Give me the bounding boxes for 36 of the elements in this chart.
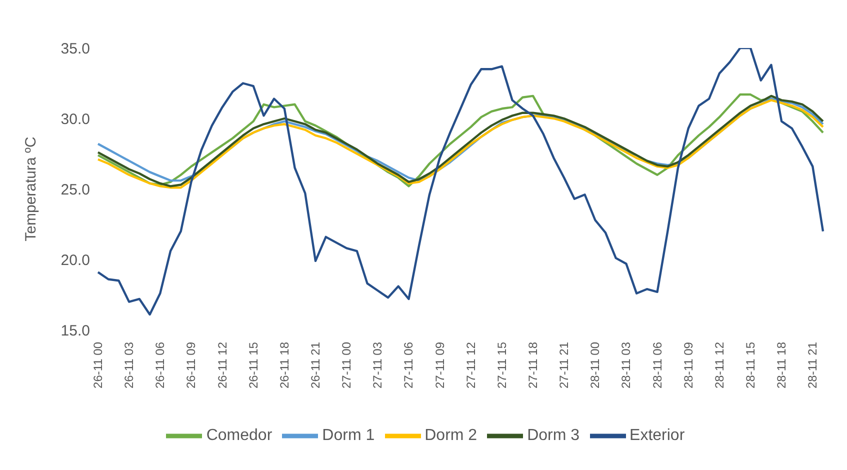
x-tick-label: 27-11 15 [494, 342, 509, 388]
x-tick-label: 28-11 06 [650, 342, 664, 388]
x-tick-label: 27-11 06 [402, 342, 416, 388]
x-tick-label: 26-11 21 [308, 342, 322, 388]
legend-label: Dorm 2 [424, 427, 478, 444]
legend-label: Dorm 3 [527, 427, 580, 444]
x-tick-label: 28-11 09 [681, 342, 696, 388]
x-tick-label: 27-11 21 [557, 342, 572, 388]
x-tick-label: 28-11 03 [619, 342, 634, 388]
x-tick-label: 26-11 15 [246, 342, 260, 388]
x-tick-label: 28-11 15 [744, 342, 758, 388]
x-tick-label: 26-11 09 [184, 342, 198, 388]
y-tick-label: 30.0 [60, 110, 90, 128]
legend-label: Comedor [206, 427, 272, 444]
x-tick-label: 28-11 21 [806, 342, 820, 388]
legend-label: Dorm 1 [322, 427, 375, 444]
x-tick-label: 28-11 00 [588, 342, 602, 388]
y-axis-title: Temperatura ºC [22, 136, 40, 242]
y-tick-label: 35.0 [60, 40, 90, 58]
x-tick-label: 26-11 03 [122, 342, 136, 388]
legend-label: Exterior [630, 427, 685, 444]
y-tick-label: 15.0 [60, 322, 90, 340]
y-tick-label: 25.0 [60, 181, 90, 198]
x-tick-label: 26-11 18 [277, 342, 292, 388]
x-tick-label: 26-11 12 [215, 342, 230, 388]
y-tick-label: 20.0 [60, 252, 90, 269]
x-tick-label: 26-11 00 [91, 342, 105, 388]
line-series [96, 48, 824, 316]
x-tick-label: 27-11 09 [432, 342, 447, 388]
x-tick-label: 27-11 03 [370, 342, 385, 388]
x-tick-label: 27-11 00 [340, 342, 354, 388]
x-tick-label: 27-11 18 [526, 342, 540, 388]
x-tick-label: 27-11 12 [464, 342, 478, 388]
x-tick-label: 26-11 06 [153, 342, 168, 388]
x-tick-label: 28-11 12 [712, 342, 726, 388]
x-tick-label: 28-11 18 [774, 342, 789, 388]
